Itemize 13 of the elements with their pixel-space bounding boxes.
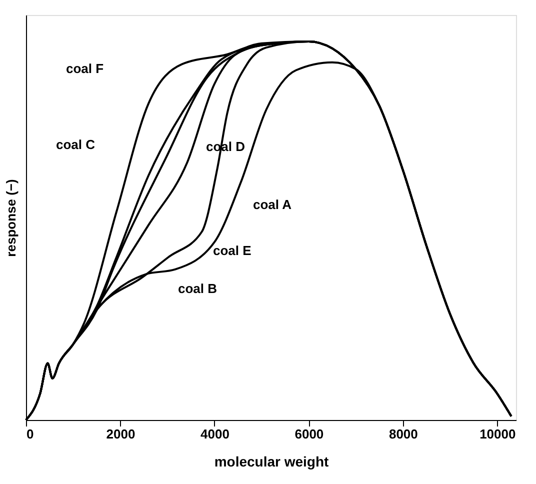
x-tick-label: 6000	[294, 426, 324, 442]
x-tick-label: 2000	[106, 426, 136, 442]
x-tick-label: 8000	[388, 426, 418, 442]
x-tick-label: 10000	[480, 426, 516, 442]
x-tick-label: 0	[26, 426, 34, 442]
x-tick-label: 4000	[200, 426, 230, 442]
x-axis-title: molecular weight	[214, 454, 330, 470]
y-axis-title: response (−)	[4, 179, 18, 257]
annotation: coal A	[253, 197, 292, 212]
annotation: coal C	[56, 137, 96, 152]
annotation: coal B	[178, 281, 218, 296]
annotation: coal E	[213, 243, 252, 258]
annotation: coal F	[66, 61, 104, 76]
